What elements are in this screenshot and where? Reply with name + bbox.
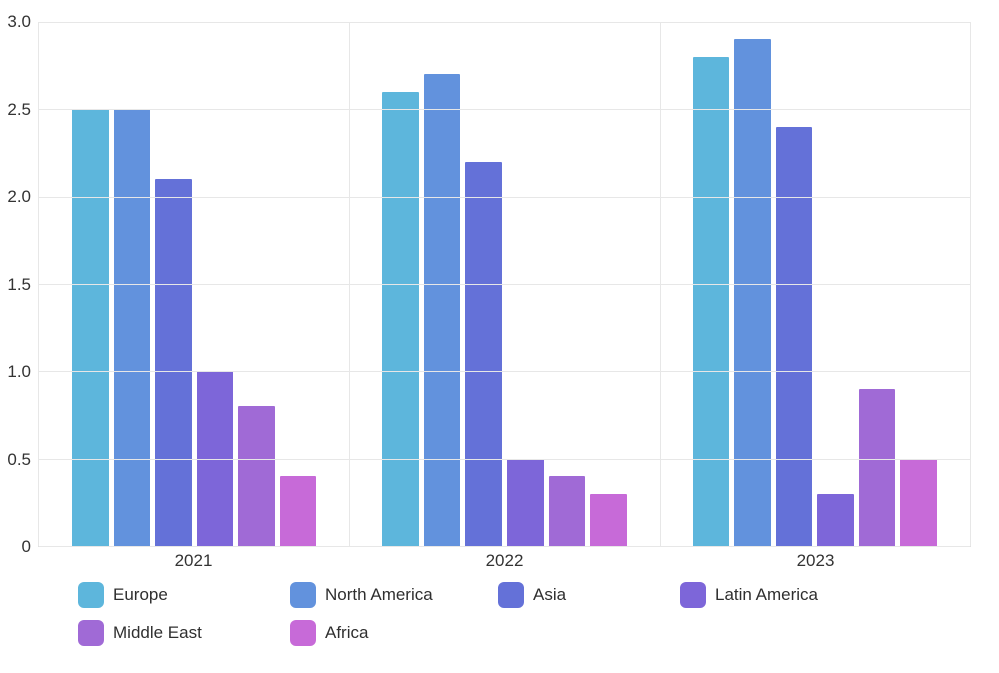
gridline [39, 22, 970, 23]
gridline [39, 458, 970, 460]
y-axis: 0 0.5 1.0 1.5 2.0 2.5 3.0 [0, 12, 31, 556]
bar-north-america-2023[interactable] [734, 39, 771, 546]
y-tick-label: 1.0 [7, 362, 31, 381]
x-axis-label-2022: 2022 [485, 551, 524, 570]
bar-group-2021 [39, 22, 349, 546]
x-axis-label-2021: 2021 [174, 551, 213, 570]
category-separator [659, 22, 661, 546]
bar-group-2022 [349, 22, 659, 546]
y-tick-label: 3.0 [7, 12, 31, 31]
category-separator [349, 22, 351, 546]
legend-label: Asia [533, 584, 567, 604]
bar-europe-2021[interactable] [72, 109, 109, 546]
gridline [39, 284, 970, 285]
bar-asia-2022[interactable] [465, 161, 503, 546]
bar-asia-2021[interactable] [155, 179, 192, 546]
bar-asia-2023[interactable] [775, 126, 813, 546]
legend-swatch-asia [498, 581, 524, 608]
legend-item-north-america[interactable]: North America [290, 581, 498, 608]
legend-item-asia[interactable]: Asia [498, 581, 680, 608]
gridline [39, 196, 970, 198]
plot-area [38, 22, 971, 547]
x-axis-label-2023: 2023 [796, 551, 835, 570]
bar-north-america-2021[interactable] [113, 109, 151, 546]
bar-europe-2022[interactable] [382, 91, 419, 546]
legend-item-middle-east[interactable]: Middle East [78, 619, 290, 646]
y-tick-label: 0 [21, 537, 31, 556]
bar-latin-america-2022[interactable] [507, 458, 544, 546]
legend-label: Europe [113, 584, 168, 604]
legend-swatch-latin-america [680, 581, 706, 608]
legend-label: Latin America [715, 584, 818, 604]
bar-africa-2022[interactable] [590, 493, 627, 546]
bar-europe-2023[interactable] [692, 56, 730, 546]
legend-label: Africa [325, 622, 369, 642]
legend-item-europe[interactable]: Europe [78, 581, 290, 608]
y-tick-label: 2.5 [7, 99, 31, 119]
legend-label: Middle East [113, 622, 202, 642]
gridline [39, 109, 970, 111]
y-tick-label: 1.5 [7, 274, 31, 294]
bar-middle-east-2022[interactable] [548, 476, 586, 546]
legend-label: North America [325, 584, 433, 604]
legend-item-africa[interactable]: Africa [290, 619, 498, 646]
y-tick-label: 2.0 [7, 187, 31, 206]
bar-latin-america-2023[interactable] [817, 493, 854, 546]
bar-middle-east-2023[interactable] [858, 388, 896, 546]
legend-swatch-africa [290, 619, 316, 646]
legend-swatch-middle-east [78, 619, 104, 646]
bar-group-2023 [660, 22, 970, 546]
bar-north-america-2022[interactable] [423, 74, 461, 546]
bar-groups [39, 22, 970, 546]
bar-middle-east-2021[interactable] [238, 406, 275, 546]
bar-africa-2021[interactable] [279, 476, 317, 546]
legend-item-latin-america[interactable]: Latin America [680, 581, 818, 608]
gridline [39, 546, 970, 547]
gridline [39, 371, 970, 373]
bar-africa-2023[interactable] [900, 458, 938, 546]
legend-swatch-north-america [290, 581, 316, 608]
x-axis: 2021 2022 2023 [38, 551, 971, 571]
legend: Europe North America Asia Latin America Midd… [78, 581, 818, 646]
y-tick-label: 0.5 [7, 449, 31, 469]
legend-swatch-europe [78, 581, 104, 608]
